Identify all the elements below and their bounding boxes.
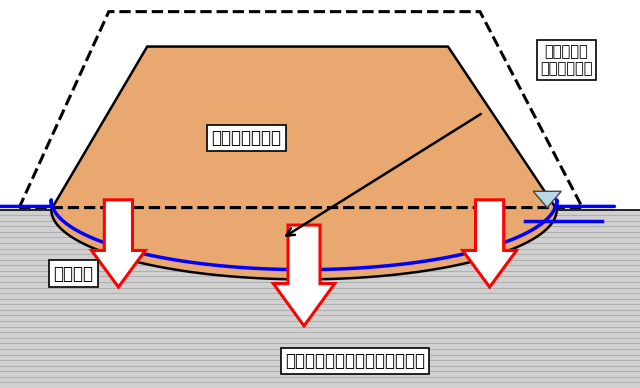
Text: 沈下盛土層
（液状化層）: 沈下盛土層 （液状化層） [540, 44, 593, 76]
Polygon shape [273, 225, 335, 326]
Polygon shape [51, 47, 557, 279]
Polygon shape [533, 191, 561, 208]
Polygon shape [0, 210, 640, 388]
Polygon shape [92, 200, 145, 287]
Text: 圧密沈下の進行によるめり込み: 圧密沈下の進行によるめり込み [285, 352, 425, 370]
Text: 盛土（砂質土）: 盛土（砂質土） [211, 129, 282, 147]
Polygon shape [463, 200, 516, 287]
Text: 泥炭地盤: 泥炭地盤 [54, 265, 93, 282]
